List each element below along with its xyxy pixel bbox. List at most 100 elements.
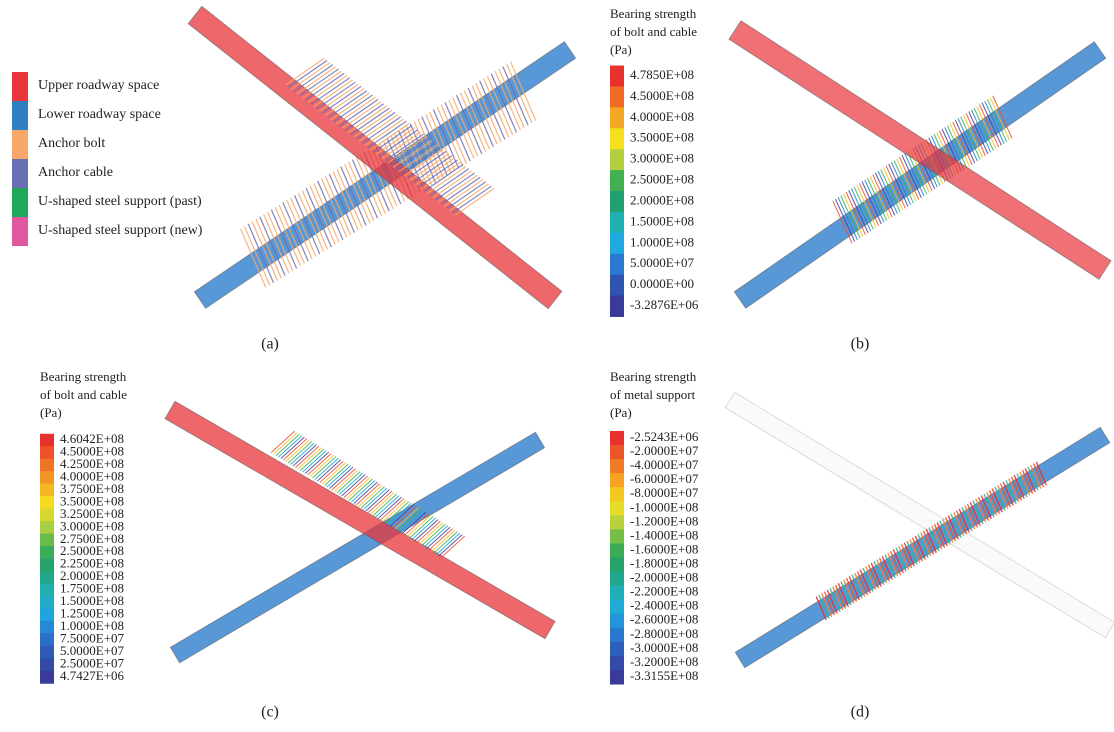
figure: Upper roadway spaceLower roadway spaceAn…: [0, 0, 1114, 727]
support-element: [317, 82, 356, 109]
support-element: [342, 102, 381, 129]
scale-swatch: [610, 275, 624, 296]
scale-swatch: [610, 642, 624, 657]
support-element: [288, 60, 327, 87]
scale-label: -3.3155E+08: [630, 668, 698, 683]
scale-swatch: [610, 670, 624, 685]
support-element: [300, 69, 339, 96]
scale-swatch: [40, 446, 54, 459]
scale-swatch: [40, 434, 54, 447]
support-element: [305, 73, 344, 100]
scale-label: 1.5000E+08: [630, 213, 694, 228]
scale-swatch: [610, 600, 624, 615]
support-element: [351, 108, 390, 135]
legend-label: Anchor bolt: [38, 136, 105, 151]
support-element: [314, 80, 353, 107]
support-element: [447, 182, 486, 209]
scale-swatch: [40, 646, 54, 659]
support-element: [285, 58, 324, 85]
scale-swatch: [610, 459, 624, 474]
scale-label: -2.2000E+08: [630, 584, 698, 599]
support-element: [438, 175, 477, 202]
roadway: [725, 392, 1114, 637]
support-element: [348, 106, 387, 133]
support-element: [294, 65, 333, 92]
support-element: [334, 95, 373, 122]
scale-swatch: [610, 656, 624, 671]
scale-swatch: [610, 501, 624, 516]
support-element: [345, 104, 384, 131]
scale-swatch: [40, 596, 54, 609]
scale-swatch: [610, 586, 624, 601]
scale-title: of bolt and cable: [40, 387, 127, 402]
legend-label: U-shaped steel support (new): [38, 223, 203, 238]
scale-label: 2.5000E+08: [630, 172, 694, 187]
support-element: [436, 173, 475, 200]
scale-swatch: [40, 633, 54, 646]
scale-label: 3.0000E+08: [630, 151, 694, 166]
roadway: [735, 427, 1109, 667]
scale-title: Bearing strength: [610, 369, 697, 384]
support-element: [339, 99, 378, 126]
support-element: [297, 67, 336, 94]
support-element: [433, 171, 472, 198]
scale-swatch: [40, 509, 54, 522]
legend-swatch: [12, 217, 28, 246]
scale-label: 4.0000E+08: [630, 109, 694, 124]
scale-swatch: [610, 296, 624, 317]
scale-swatch: [610, 191, 624, 212]
page: Upper roadway spaceLower roadway spaceAn…: [0, 0, 1114, 732]
scale-swatch: [40, 671, 54, 684]
scale-swatch: [40, 546, 54, 559]
scale-swatch: [40, 521, 54, 534]
scale-swatch: [40, 484, 54, 497]
scale-label: -4.0000E+07: [630, 457, 699, 472]
scale-swatch: [610, 628, 624, 643]
panel-label: (a): [261, 336, 279, 353]
support-element: [370, 123, 409, 150]
scale-swatch: [40, 608, 54, 621]
roadway: [165, 401, 555, 638]
support-element: [319, 84, 358, 111]
scale-swatch: [610, 254, 624, 275]
scale-title: (Pa): [610, 405, 632, 420]
support-element: [356, 112, 395, 139]
scale-label: -3.2000E+08: [630, 654, 698, 669]
scale-label: -3.2876E+06: [630, 297, 699, 312]
scale-label: -3.0000E+08: [630, 640, 698, 655]
scale-swatch: [610, 487, 624, 502]
scale-label: -6.0000E+07: [630, 471, 699, 486]
scale-swatch: [40, 496, 54, 509]
scale-swatch: [610, 233, 624, 254]
support-element: [444, 180, 483, 207]
panel-label: (d): [851, 704, 870, 721]
scale-label: -2.4000E+08: [630, 598, 698, 613]
roadway: [170, 432, 544, 663]
support-element: [453, 186, 492, 213]
scale-label: 4.7427E+06: [60, 668, 125, 683]
panel-label: (c): [261, 704, 279, 721]
support-element: [322, 86, 361, 113]
scale-swatch: [610, 529, 624, 544]
scale-label: 4.7850E+08: [630, 67, 694, 82]
scale-label: 4.5000E+08: [630, 88, 694, 103]
scale-swatch: [610, 614, 624, 629]
scale-swatch: [40, 571, 54, 584]
legend-label: Anchor cable: [38, 165, 113, 180]
scale-swatch: [610, 66, 624, 87]
scale-swatch: [610, 149, 624, 170]
legend-swatch: [12, 72, 28, 101]
scale-label: -1.0000E+08: [630, 499, 698, 514]
scale-label: 1.0000E+08: [630, 234, 694, 249]
support-element: [336, 97, 375, 124]
scale-label: -1.8000E+08: [630, 556, 698, 571]
support-element: [328, 91, 367, 118]
scale-label: -8.0000E+07: [630, 485, 699, 500]
scale-swatch: [610, 431, 624, 446]
legend-label: U-shaped steel support (past): [38, 194, 202, 209]
scale-swatch: [610, 212, 624, 233]
scale-title: Bearing strength: [610, 6, 697, 21]
scale-label: -1.2000E+08: [630, 513, 698, 528]
scale-swatch: [40, 559, 54, 572]
scale-swatch: [610, 572, 624, 587]
